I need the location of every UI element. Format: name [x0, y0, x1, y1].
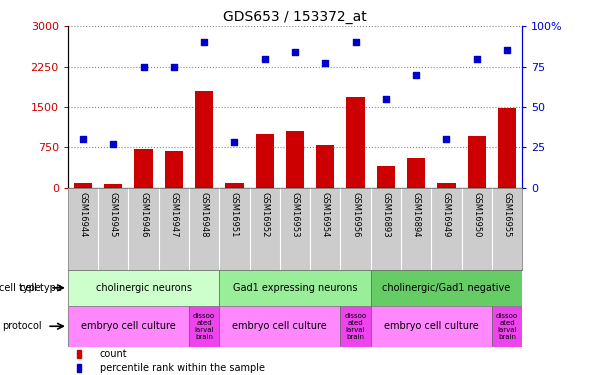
Point	[472, 56, 481, 62]
Point	[502, 48, 512, 54]
Text: GSM16955: GSM16955	[503, 192, 512, 237]
Text: count: count	[100, 349, 127, 358]
Bar	[77, 350, 81, 358]
Bar	[437, 183, 455, 188]
Text: GSM16944: GSM16944	[78, 192, 87, 237]
Bar	[189, 306, 219, 347]
Text: dissoo
ated
larval
brain: dissoo ated larval brain	[193, 313, 215, 340]
Text: GSM16949: GSM16949	[442, 192, 451, 237]
Bar	[255, 134, 274, 188]
Bar	[68, 270, 219, 306]
Bar	[492, 306, 522, 347]
Point	[442, 136, 451, 142]
Point	[411, 72, 421, 78]
Text: cholinergic neurons: cholinergic neurons	[96, 283, 192, 293]
Text: protocol: protocol	[2, 321, 41, 331]
Text: GSM16952: GSM16952	[260, 192, 269, 237]
Bar	[68, 306, 189, 347]
Bar	[135, 149, 153, 188]
Bar	[407, 158, 425, 188]
Point	[381, 96, 391, 102]
Bar	[219, 270, 371, 306]
Point	[199, 39, 209, 45]
Text: GSM16951: GSM16951	[230, 192, 239, 237]
Text: GSM16894: GSM16894	[412, 192, 421, 237]
Text: embryo cell culture: embryo cell culture	[81, 321, 176, 331]
Bar	[316, 144, 335, 188]
Text: embryo cell culture: embryo cell culture	[232, 321, 327, 331]
Bar	[346, 97, 365, 188]
Point	[290, 49, 300, 55]
Bar	[377, 166, 395, 188]
Bar	[77, 364, 81, 372]
Bar	[195, 91, 213, 188]
Text: GSM16945: GSM16945	[109, 192, 118, 237]
Text: GSM16946: GSM16946	[139, 192, 148, 237]
Text: cell type: cell type	[0, 283, 41, 293]
Text: dissoo
ated
larval
brain: dissoo ated larval brain	[496, 313, 518, 340]
Point	[320, 60, 330, 66]
Text: cell type: cell type	[20, 283, 65, 293]
Point	[260, 56, 270, 62]
Bar	[468, 136, 486, 188]
Text: GSM16893: GSM16893	[381, 192, 391, 237]
Bar	[165, 151, 183, 188]
Text: GSM16947: GSM16947	[169, 192, 178, 237]
Text: GSM16950: GSM16950	[472, 192, 481, 237]
Text: Gad1 expressing neurons: Gad1 expressing neurons	[232, 283, 358, 293]
Point	[169, 63, 179, 70]
Text: GDS653 / 153372_at: GDS653 / 153372_at	[223, 10, 367, 24]
Text: percentile rank within the sample: percentile rank within the sample	[100, 363, 265, 373]
Bar	[371, 306, 492, 347]
Text: dissoo
ated
larval
brain: dissoo ated larval brain	[345, 313, 366, 340]
Bar	[286, 131, 304, 188]
Point	[230, 140, 239, 146]
Text: embryo cell culture: embryo cell culture	[384, 321, 478, 331]
Bar	[498, 108, 516, 188]
Text: GSM16948: GSM16948	[199, 192, 209, 237]
Point	[109, 141, 118, 147]
Bar	[74, 183, 92, 188]
Bar	[219, 306, 340, 347]
Text: GSM16953: GSM16953	[290, 192, 300, 237]
Text: GSM16956: GSM16956	[351, 192, 360, 237]
Bar	[225, 183, 244, 188]
Point	[78, 136, 88, 142]
Point	[139, 63, 148, 70]
Bar	[371, 270, 522, 306]
Bar	[340, 306, 371, 347]
Point	[351, 39, 360, 45]
Text: cholinergic/Gad1 negative: cholinergic/Gad1 negative	[382, 283, 510, 293]
Text: GSM16954: GSM16954	[321, 192, 330, 237]
Bar	[104, 184, 122, 188]
